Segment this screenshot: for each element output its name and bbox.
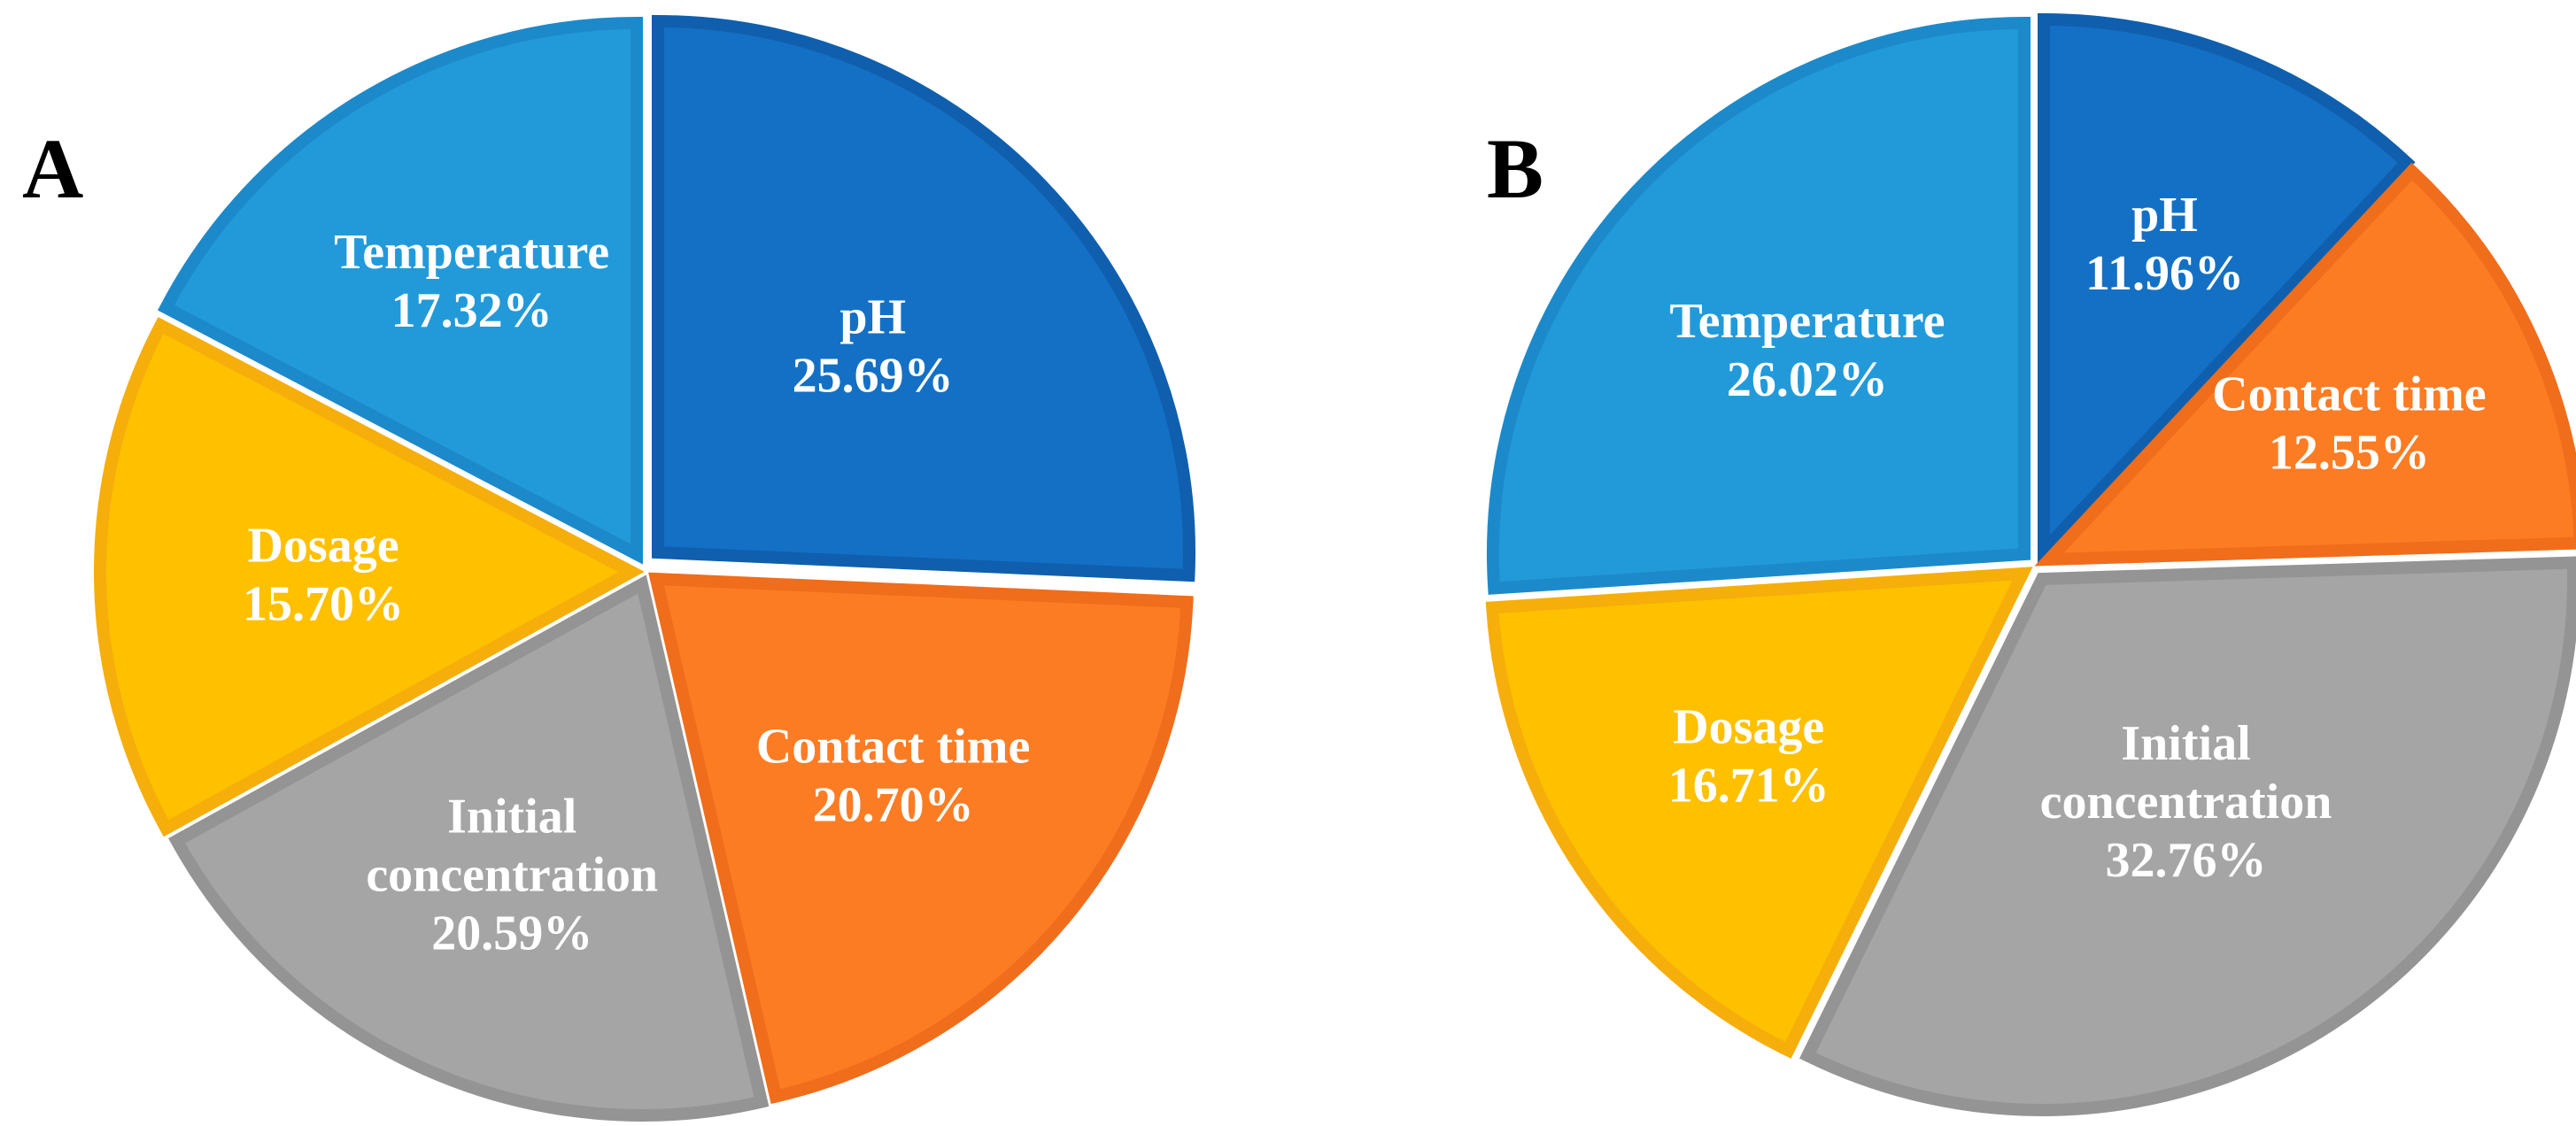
pie-a-slice-temperature [158,16,643,565]
pie-b-label-temperature: Temperature 26.02% [1669,294,1945,407]
pie-b-value-temperature: 26.02% [1727,352,1888,407]
pie-a-category-line: pH [839,290,906,345]
pie-a-svg: pH 25.69% Contact time 20.70% Initial concent… [94,14,1195,1122]
pie-a-category-line: Dosage [247,519,398,574]
pie-b-label-ph: pH 11.96% [2085,188,2244,301]
pie-a-label-dosage: Dosage 15.70% [243,519,404,632]
pie-a-label-initial-concentration: Initial concentration 20.59% [366,790,658,961]
pie-b-label-contact-time: Contact time 12.55% [2212,367,2486,481]
pie-b-label-initial-concentration: Initial concentration 32.76% [2040,716,2332,888]
pie-a-value-dosage: 15.70% [243,577,404,632]
pie-b-slice-temperature [1487,16,2031,595]
pie-a-value-initial-concentration: 20.59% [431,906,592,961]
pie-b-category-line: Initial [2121,716,2250,771]
pie-chart-a: pH 25.69% Contact time 20.70% Initial concent… [22,14,1195,1122]
pie-b-category-line: Contact time [2212,367,2486,422]
pie-b-label-dosage: Dosage 16.71% [1668,700,1830,814]
pie-a-slice-contact-time [648,572,1194,1105]
pie-a-category-line: Temperature [334,225,609,280]
pie-b-category-line: pH [2131,188,2198,243]
pie-b-slice-contact-time [2034,162,2576,567]
pie-b-slice-ph [2038,12,2416,567]
pie-a-category-line: Contact time [756,719,1030,774]
pie-b-value-ph: 11.96% [2085,246,2244,301]
panel-label-a: A [22,121,84,216]
pie-a-slice-ph [652,14,1195,582]
pie-a-label-contact-time: Contact time 20.70% [756,719,1030,832]
pie-b-value-contact-time: 12.55% [2269,426,2430,481]
pie-a-category-line: concentration [366,848,658,903]
pie-b-value-initial-concentration: 32.76% [2105,833,2266,888]
pie-a-label-temperature: Temperature 17.32% [334,225,609,338]
pie-chart-b: pH 11.96% Contact time 12.55% Initial concent… [1288,0,2576,1126]
pie-a-value-contact-time: 20.70% [813,777,974,832]
pie-a-category-line: Initial [447,790,576,844]
panel-label-b: B [1487,121,1544,216]
pie-b-svg: pH 11.96% Contact time 12.55% Initial concent… [1485,12,2576,1116]
pie-b-slice-initial-concentration [1799,556,2576,1116]
pie-b-category-line: Dosage [1673,700,1824,755]
pie-a-slice-dosage [94,317,645,837]
pie-b-category-line: concentration [2040,775,2332,829]
pie-a-label-ph: pH 25.69% [793,290,954,404]
pie-b-category-line: Temperature [1669,294,1945,349]
pie-a-value-temperature: 17.32% [391,283,553,338]
pie-b-slice-dosage [1485,567,2033,1059]
pie-a-slice-initial-concentration [168,575,770,1122]
pie-a-value-ph: 25.69% [793,349,954,404]
pie-b-value-dosage: 16.71% [1668,759,1830,814]
